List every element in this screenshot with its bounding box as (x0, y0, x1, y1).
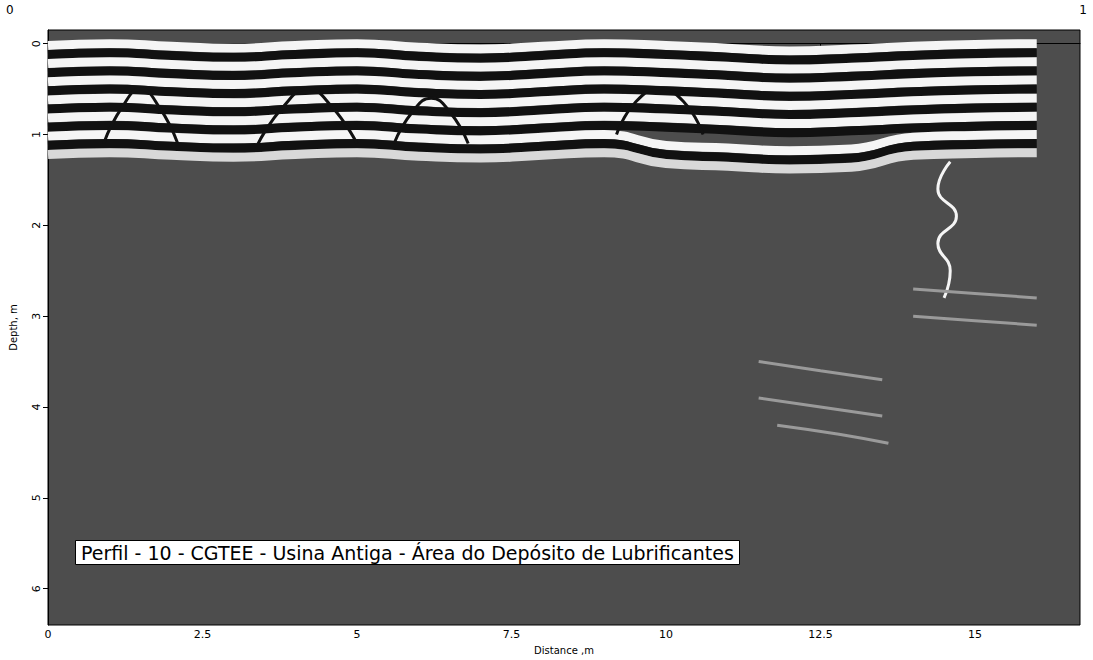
svg-text:12.5: 12.5 (808, 628, 833, 641)
svg-text:Perfil - 10 - CGTEE - Usina An: Perfil - 10 - CGTEE - Usina Antiga - Áre… (81, 542, 734, 564)
svg-text:10: 10 (659, 628, 673, 641)
svg-text:5: 5 (30, 494, 43, 501)
svg-text:5: 5 (353, 628, 360, 641)
svg-text:0: 0 (6, 3, 14, 17)
svg-text:0: 0 (30, 40, 43, 47)
svg-text:6: 6 (30, 585, 43, 592)
svg-text:1: 1 (1079, 3, 1087, 17)
svg-text:15: 15 (968, 628, 982, 641)
svg-text:0: 0 (45, 628, 52, 641)
svg-text:2.5: 2.5 (194, 628, 212, 641)
svg-text:Distance ,m: Distance ,m (534, 645, 594, 656)
svg-text:3: 3 (30, 313, 43, 320)
svg-text:Depth, m: Depth, m (8, 304, 19, 351)
svg-text:4: 4 (30, 403, 43, 410)
svg-text:2: 2 (30, 222, 43, 229)
svg-text:1: 1 (30, 131, 43, 138)
svg-text:7.5: 7.5 (503, 628, 521, 641)
